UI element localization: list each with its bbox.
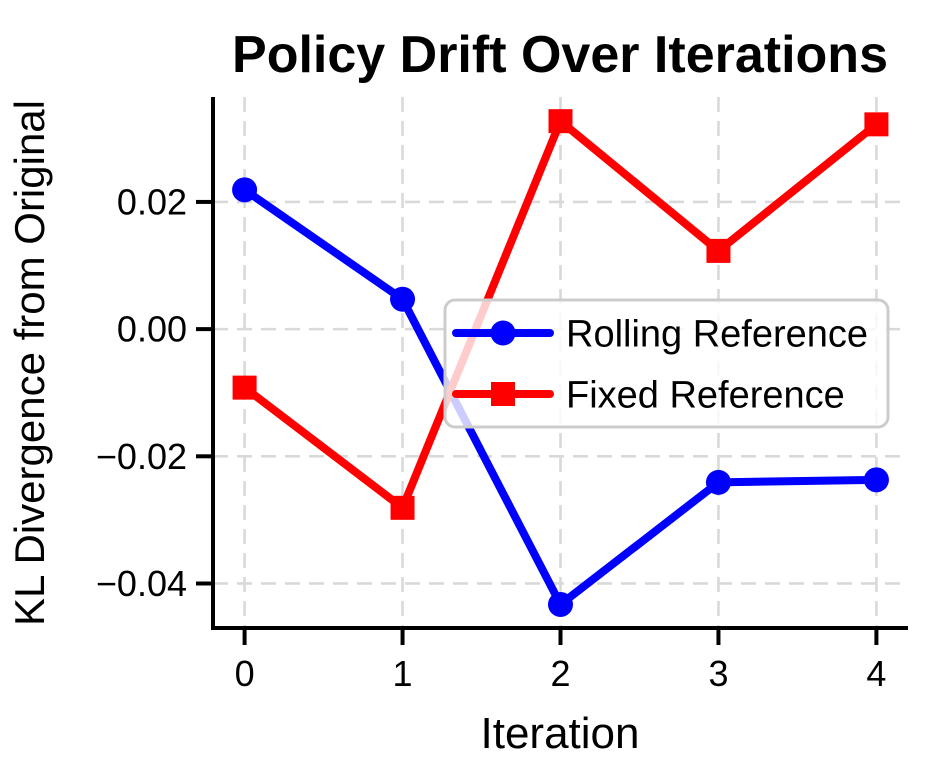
x-tick-label-4: 4 [866, 653, 886, 694]
axes-layer: 0 1 2 3 4 0.02 0.00 −0.02 −0.04 [96, 97, 908, 694]
data-point-fixed-reference-0 [232, 375, 257, 400]
legend-label-rolling-reference: Rolling Reference [566, 313, 868, 355]
legend: Rolling Reference Fixed Reference [443, 298, 890, 429]
data-point-fixed-reference-4 [864, 112, 889, 137]
y-tick-label--0.02: −0.02 [96, 436, 187, 477]
y-tick-label-0: 0.00 [117, 309, 187, 350]
data-point-rolling-reference-2 [548, 591, 573, 617]
y-tick-label--0.04: −0.04 [96, 563, 187, 604]
series-fixed-reference [232, 109, 889, 520]
data-point-fixed-reference-1 [390, 495, 415, 520]
data-point-rolling-reference-0 [232, 177, 258, 203]
y-axis-label: KL Divergence from Original [6, 100, 53, 626]
data-point-fixed-reference-2 [548, 109, 573, 134]
series-rolling-reference [232, 177, 889, 617]
legend-marker-rolling-reference [490, 320, 516, 346]
legend-label-fixed-reference: Fixed Reference [566, 374, 845, 416]
legend-entry-rolling-reference: Rolling Reference [452, 313, 868, 355]
data-point-rolling-reference-1 [390, 286, 416, 312]
series-layer [232, 109, 889, 617]
y-tick-label-0.02: 0.02 [117, 182, 187, 223]
x-tick-label-2: 2 [550, 653, 570, 694]
legend-entry-fixed-reference: Fixed Reference [452, 374, 845, 416]
legend-box [443, 298, 890, 429]
x-tick-label-1: 1 [393, 653, 413, 694]
legend-marker-fixed-reference [491, 382, 515, 406]
data-point-fixed-reference-3 [706, 238, 731, 263]
x-axis-label: Iteration [481, 709, 640, 758]
data-point-rolling-reference-3 [705, 469, 731, 495]
x-tick-label-3: 3 [708, 653, 728, 694]
data-point-rolling-reference-4 [863, 467, 889, 493]
x-tick-label-0: 0 [235, 653, 255, 694]
chart-title: Policy Drift Over Iterations [232, 26, 888, 84]
